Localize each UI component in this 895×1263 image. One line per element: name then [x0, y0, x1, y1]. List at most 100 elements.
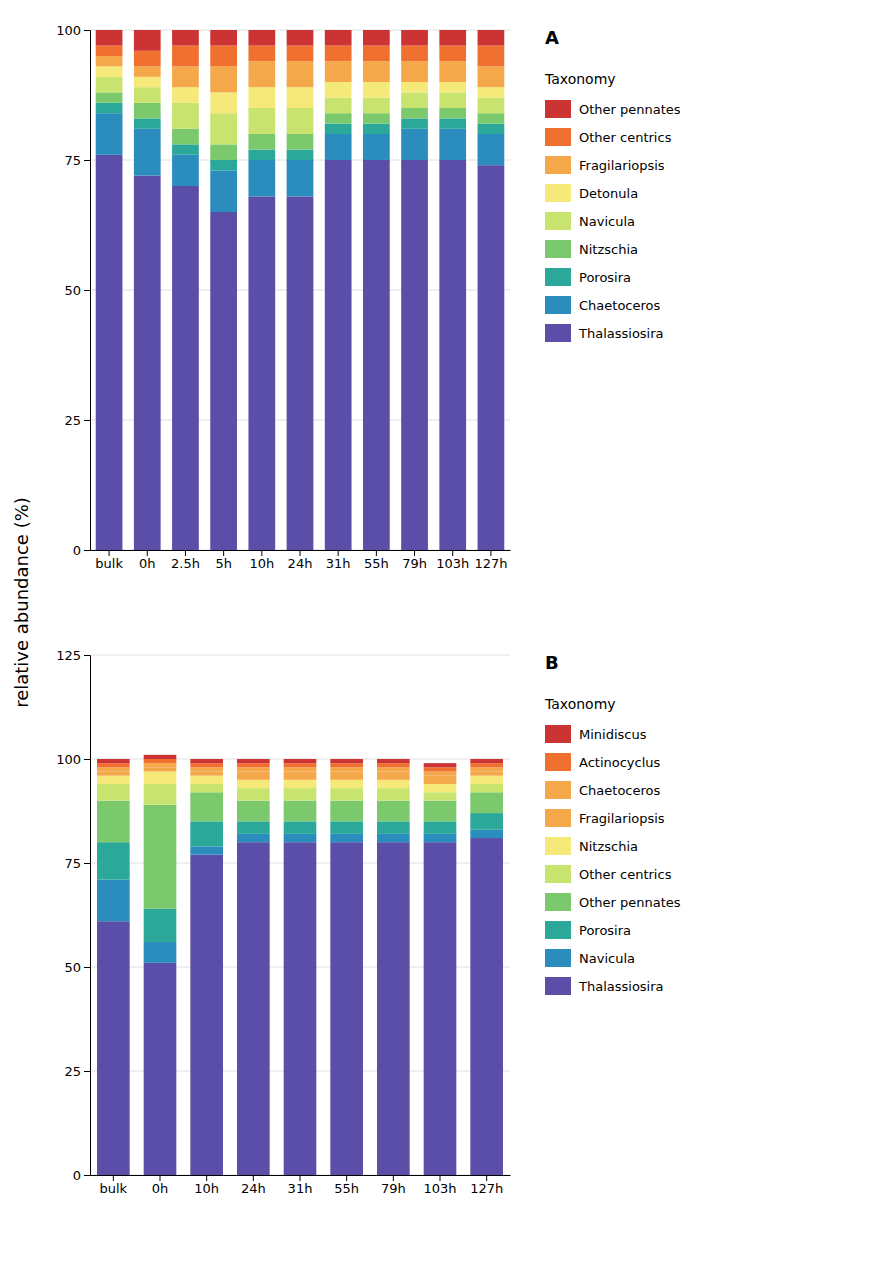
legend-item: Nitzschia	[545, 837, 638, 855]
bar-segment	[424, 801, 457, 822]
bar-segment	[248, 160, 275, 196]
bar-series	[96, 155, 505, 550]
y-tick-mark	[84, 550, 90, 551]
legend-label: Navicula	[579, 951, 635, 966]
bar-segment	[478, 124, 505, 134]
bar-segment	[134, 118, 161, 128]
bar-segment	[330, 788, 363, 800]
bar-segment	[363, 160, 390, 550]
bar-segment	[439, 46, 466, 62]
bar-segment	[97, 763, 130, 767]
bar-segment	[478, 66, 505, 87]
bar-segment	[248, 87, 275, 108]
bar-segment	[248, 30, 275, 46]
bar-segment	[287, 61, 314, 87]
x-tick: 5h	[215, 550, 232, 571]
legend: TaxonomyOther pennatesOther centricsFrag…	[544, 71, 681, 342]
legend-label: Navicula	[579, 214, 635, 229]
x-tick-label: bulk	[95, 556, 123, 571]
y-tick-mark	[84, 759, 90, 760]
x-tick-mark	[206, 1175, 207, 1181]
bar-segment	[401, 160, 428, 550]
bar-segment	[401, 82, 428, 92]
bar-segment	[172, 87, 199, 103]
bar-segment	[97, 771, 130, 775]
y-tick-label: 125	[56, 648, 81, 663]
bar-segment	[144, 942, 177, 963]
bar-segment	[330, 759, 363, 763]
x-tick: 31h	[288, 1175, 313, 1196]
bar-segment	[144, 763, 177, 767]
bar-segment	[190, 855, 223, 1175]
x-tick-label: 127h	[470, 1181, 503, 1196]
x-tick-mark	[393, 1175, 394, 1181]
x-tick-mark	[147, 550, 148, 556]
x-axis: bulk0h2.5h5h10h24h31h55h79h103h127h	[91, 550, 511, 571]
bar-segment	[284, 788, 317, 800]
bar-segment	[96, 30, 123, 46]
y-tick-label: 100	[56, 23, 81, 38]
bar-segment	[287, 160, 314, 196]
bar-segment	[330, 834, 363, 842]
bar-segment	[97, 880, 130, 922]
bar-segment	[144, 963, 177, 1175]
bar-segment	[144, 784, 177, 805]
bar-segment	[478, 46, 505, 67]
legend-swatch	[545, 753, 571, 771]
legend-item: Minidiscus	[545, 725, 647, 743]
bar-segment	[401, 129, 428, 160]
x-tick: bulk	[100, 1175, 128, 1196]
y-tick-label: 50	[64, 960, 81, 975]
panel-label: A	[545, 27, 559, 48]
x-tick-mark	[109, 550, 110, 556]
legend-label: Porosira	[579, 270, 631, 285]
bar-series	[97, 792, 503, 908]
legend-label: Fragilariopsis	[579, 158, 665, 173]
bar-segment	[190, 759, 223, 763]
bar-segment	[144, 805, 177, 909]
bar-series	[97, 759, 503, 771]
bar-segment	[237, 801, 270, 822]
legend-swatch	[545, 296, 571, 314]
y-tick-mark	[84, 967, 90, 968]
bar-segment	[284, 834, 317, 842]
bar-segment	[237, 834, 270, 842]
legend-item: Actinocyclus	[545, 753, 661, 771]
x-tick: 24h	[241, 1175, 266, 1196]
bar-segment	[237, 759, 270, 763]
bar-segment	[363, 124, 390, 134]
bar-segment	[470, 763, 503, 767]
bar-segment	[237, 763, 270, 767]
x-tick-mark	[113, 1175, 114, 1181]
bar-segment	[470, 792, 503, 813]
bar-segment	[439, 118, 466, 128]
bar-segment	[284, 842, 317, 1175]
bar-segment	[424, 834, 457, 842]
x-tick-label: 103h	[436, 556, 469, 571]
bar-segment	[134, 51, 161, 67]
bar-segment	[96, 77, 123, 93]
legend-item: Other pennates	[545, 893, 681, 911]
bar-segment	[330, 780, 363, 788]
legend-label: Porosira	[579, 923, 631, 938]
x-tick-mark	[253, 1175, 254, 1181]
bar-segment	[284, 801, 317, 822]
legend-item: Other centrics	[545, 128, 672, 146]
bar-segment	[172, 46, 199, 67]
bar-segment	[248, 46, 275, 62]
y-tick-label: 0	[73, 543, 81, 558]
x-tick: 55h	[364, 550, 389, 571]
x-tick-label: 0h	[152, 1181, 169, 1196]
legend-swatch	[545, 949, 571, 967]
bar-segment	[424, 767, 457, 771]
bar-segment	[210, 170, 237, 212]
bar-segment	[134, 30, 161, 51]
x-tick-label: 10h	[249, 556, 274, 571]
legend-label: Other pennates	[579, 895, 681, 910]
y-tick-mark	[84, 655, 90, 656]
bar-segment	[470, 776, 503, 784]
y-tick: 50	[64, 960, 90, 975]
bar-segment	[401, 118, 428, 128]
x-tick: bulk	[95, 550, 123, 571]
x-tick-label: 79h	[381, 1181, 406, 1196]
